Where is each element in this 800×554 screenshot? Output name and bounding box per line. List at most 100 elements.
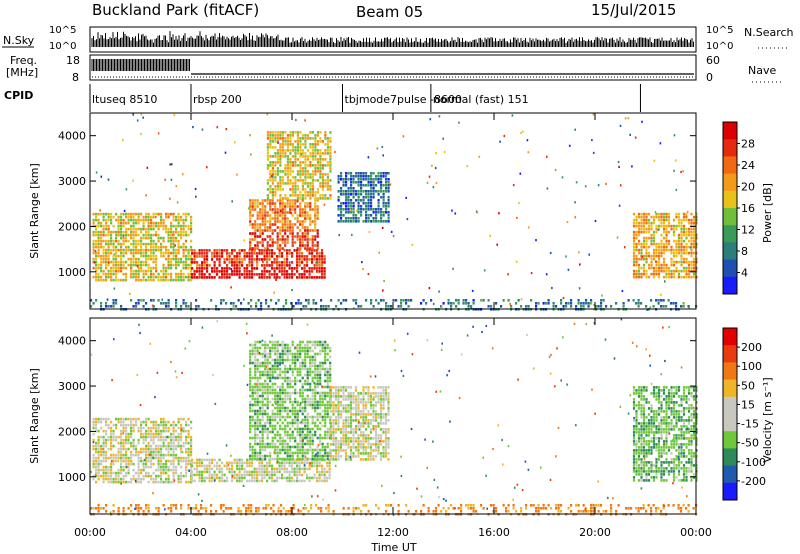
heatmap-cell [224,273,226,276]
heatmap-cell [640,246,642,249]
heatmap-cell [254,350,256,353]
heatmap-cell [204,264,206,267]
heatmap-cell [370,208,372,211]
heatmap-cell [678,252,680,255]
heatmap-cell [120,213,122,216]
heatmap-cell [148,237,150,240]
heatmap-cell [150,279,152,282]
heatmap-cell [304,176,306,179]
heatmap-cell [327,140,329,143]
heatmap-cell [658,216,660,219]
heatmap-cell [269,452,271,455]
heatmap-cell [264,468,266,471]
heatmap-cell [301,261,303,264]
heatmap-cell [113,302,115,305]
heatmap-cell [365,202,367,205]
heatmap-speck [595,220,597,222]
heatmap-cell [269,244,271,247]
heatmap-cell [180,273,182,276]
heatmap-cell [173,231,175,234]
heatmap-cell [279,143,281,146]
heatmap-cell [348,199,350,202]
heatmap-cell [240,302,242,305]
heatmap-cell [267,437,269,440]
heatmap-cell [262,211,264,214]
heatmap-speck [507,273,509,275]
heatmap-cell [380,196,382,199]
heatmap-cell [299,146,301,149]
heatmap-cell [277,446,279,449]
heatmap-cell [282,353,284,356]
heatmap-cell [180,424,182,427]
heatmap-cell [138,219,140,222]
heatmap-cell [314,208,316,211]
heatmap-cell [663,225,665,228]
heatmap-cell [314,465,316,468]
heatmap-cell [155,222,157,225]
site-title: Buckland Park (fitACF) [92,1,259,19]
heatmap-cell [98,436,100,439]
heatmap-cell [274,413,276,416]
heatmap-cell [294,202,296,205]
heatmap-cell [178,252,180,255]
heatmap-cell [267,398,269,401]
heatmap-cell [312,155,314,158]
heatmap-cell [155,255,157,258]
heatmap-cell [254,359,256,362]
heatmap-cell [180,418,182,421]
heatmap-cell [113,279,115,282]
heatmap-cell [302,161,304,164]
heatmap-cell [304,202,306,205]
heatmap-cell [282,437,284,440]
heatmap-cell [108,216,110,219]
heatmap-cell [100,418,102,421]
heatmap-cell [244,474,246,477]
heatmap-cell [284,407,286,410]
heatmap-cell [105,228,107,231]
heatmap-cell [274,258,276,261]
heatmap-cell [279,202,281,205]
heatmap-cell [264,413,266,416]
heatmap-cell [653,255,655,258]
heatmap-cell [311,477,313,480]
heatmap-cell [655,267,657,270]
heatmap-cell [95,258,97,261]
heatmap-cell [155,448,157,451]
heatmap-cell [282,398,284,401]
heatmap-cell [98,225,100,228]
heatmap-cell [173,460,175,463]
heatmap-cell [282,229,284,232]
heatmap-cell [153,273,155,276]
heatmap-cell [289,220,291,223]
heatmap-cell [309,465,311,468]
heatmap-cell [319,173,321,176]
heatmap-cell [314,264,316,267]
heatmap-cell [158,445,160,448]
heatmap-cell [249,217,251,220]
heatmap-cell [373,211,375,214]
heatmap-cell [148,255,150,258]
heatmap-cell [130,264,132,267]
heatmap-cell [173,442,175,445]
heatmap-cell [395,299,397,302]
heatmap-cell [317,232,319,235]
heatmap-cell [282,386,284,389]
heatmap-cell [133,469,135,472]
heatmap-cell [267,131,269,134]
heatmap-cell [199,471,201,474]
heatmap-cell [180,219,182,222]
heatmap-cell [257,223,259,226]
heatmap-cell [345,217,347,220]
heatmap-cell [133,463,135,466]
heatmap-speck [484,269,486,271]
heatmap-cell [675,216,677,219]
heatmap-cell [183,246,185,249]
heatmap-cell [257,452,259,455]
heatmap-cell [313,299,315,302]
heatmap-cell [165,463,167,466]
heatmap-cell [282,214,284,217]
heatmap-cell [93,234,95,237]
heatmap-speck [267,113,269,115]
heatmap-cell [254,232,256,235]
heatmap-cell [234,258,236,261]
